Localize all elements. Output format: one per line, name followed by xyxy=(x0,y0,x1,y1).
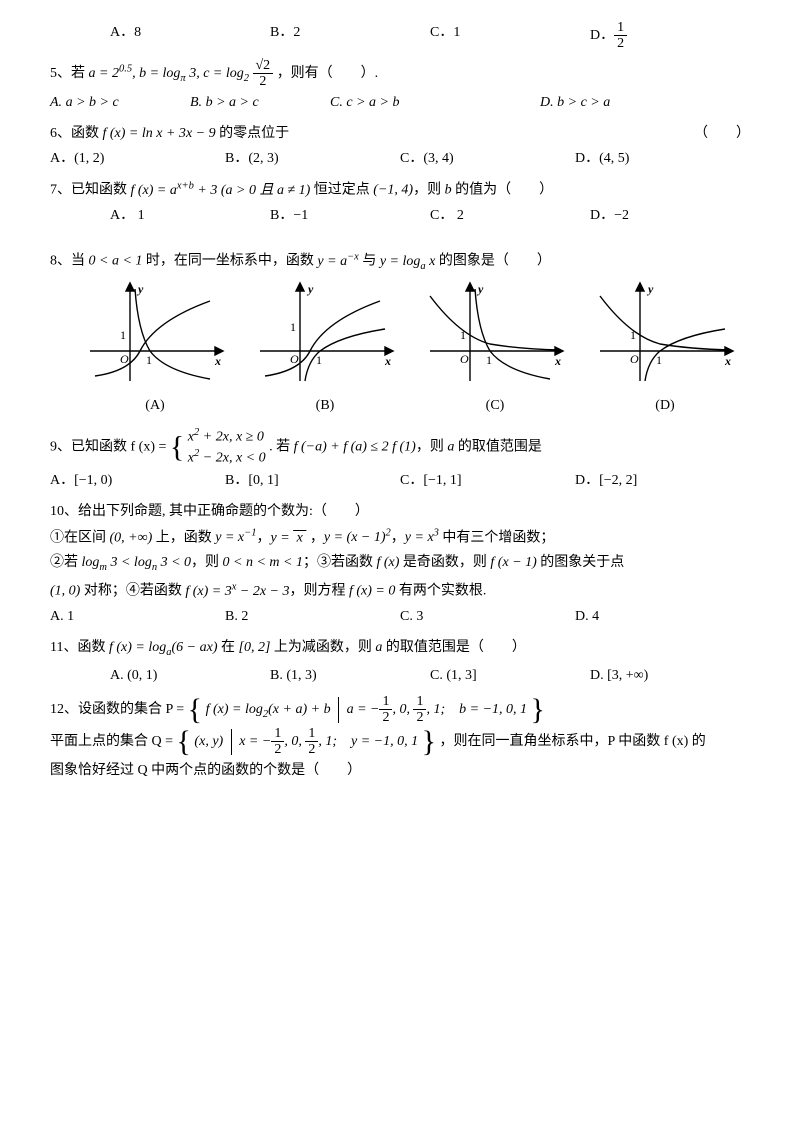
q10-options: A. 1 B. 2 C. 3 D. 4 xyxy=(50,604,750,629)
graph-b: 1 1 O x y xyxy=(250,281,400,391)
q9-a: A．[−1, 0) xyxy=(50,468,225,493)
q4-opt-a: A．8 xyxy=(110,20,270,52)
svg-text:x: x xyxy=(554,354,561,368)
q6-stem: 6、函数 f (x) = ln x + 3x − 9 的零点位于 xyxy=(50,121,694,146)
q5-pre: 5、若 xyxy=(50,66,89,81)
q9-d: D．[−2, 2] xyxy=(575,468,750,493)
q6-a: A．(1, 2) xyxy=(50,146,225,171)
graph-c: 1 1 O x y xyxy=(420,281,570,391)
q4-opt-b: B．2 xyxy=(270,20,430,52)
q11-c: C. (1, 3] xyxy=(430,663,590,688)
q5-post: ，则有（ ）. xyxy=(277,66,379,81)
q12-l2: 平面上点的集合 Q = { (x, y) x = −12, 0, 12, 1; … xyxy=(50,726,750,758)
svg-text:O: O xyxy=(630,352,639,366)
svg-text:x: x xyxy=(384,354,391,368)
q4-opt-d: D．12 xyxy=(590,20,750,52)
q8-labels: (A) (B) (C) (D) xyxy=(70,393,750,418)
q8: 8、当 0 < a < 1 时，在同一坐标系中，函数 y = a−x 与 y =… xyxy=(50,248,750,276)
q12: 12、设函数的集合 P = { f (x) = log2(x + a) + b … xyxy=(50,694,750,726)
q6: 6、函数 f (x) = ln x + 3x − 9 的零点位于 （ ） xyxy=(50,121,750,146)
label-d: (D) xyxy=(590,393,740,418)
svg-text:y: y xyxy=(476,282,484,296)
svg-text:1: 1 xyxy=(316,353,322,367)
graph-d: 1 1 O x y xyxy=(590,281,740,391)
q7: 7、已知函数 f (x) = ax+b + 3 (a > 0 且 a ≠ 1) … xyxy=(50,177,750,203)
svg-text:y: y xyxy=(306,282,314,296)
svg-text:1: 1 xyxy=(460,328,466,342)
q5-math: a = 20.5, b = logπ 3, c = log2 xyxy=(89,66,253,81)
q11-options: A. (0, 1) B. (1, 3) C. (1, 3] D. [3, +∞) xyxy=(110,663,750,688)
q9-post: . 若 f (−a) + f (a) ≤ 2 f (1)，则 a 的取值范围是 xyxy=(269,439,542,454)
q12-cond2: x = −12, 0, 12, 1; y = −1, 0, 1 xyxy=(239,734,418,749)
graph-a: 1 1 O x y xyxy=(80,281,230,391)
svg-text:y: y xyxy=(136,282,144,296)
q12-l2-post: ，则在同一直角坐标系中，P 中函数 f (x) 的 xyxy=(440,734,706,749)
q10-c: C. 3 xyxy=(400,604,575,629)
q8-graphs: 1 1 O x y 1 1 O x y 1 1 O x y xyxy=(70,281,750,391)
svg-text:1: 1 xyxy=(146,353,152,367)
q4-options: A．8 B．2 C．1 D．12 xyxy=(110,20,750,52)
q9-c: C．[−1, 1] xyxy=(400,468,575,493)
q11-d: D. [3, +∞) xyxy=(590,663,750,688)
svg-text:1: 1 xyxy=(120,328,126,342)
svg-text:x: x xyxy=(724,354,731,368)
q10: 10、给出下列命题, 其中正确命题的个数为:（ ） xyxy=(50,499,750,524)
svg-text:O: O xyxy=(460,352,469,366)
q10-b: B. 2 xyxy=(225,604,400,629)
svg-text:1: 1 xyxy=(486,353,492,367)
q9-pre: 9、已知函数 f (x) = xyxy=(50,439,170,454)
label-b: (B) xyxy=(250,393,400,418)
q6-b: B．(2, 3) xyxy=(225,146,400,171)
q5: 5、若 a = 20.5, b = logπ 3, c = log2 √22 ，… xyxy=(50,58,750,90)
q5-b: B. b > a > c xyxy=(190,90,330,115)
q10-l2: ②若 logm 3 < logn 3 < 0，则 0 < n < m < 1；③… xyxy=(50,550,750,578)
q11-a: A. (0, 1) xyxy=(110,663,270,688)
svg-text:y: y xyxy=(646,282,654,296)
q11: 11、函数 f (x) = loga(6 − ax) 在 [0, 2] 上为减函… xyxy=(50,635,750,663)
q11-b: B. (1, 3) xyxy=(270,663,430,688)
q9-piece: x2 + 2x, x ≥ 0 x2 − 2x, x < 0 xyxy=(188,426,266,469)
q6-options: A．(1, 2) B．(2, 3) C．(3, 4) D．(4, 5) xyxy=(50,146,750,171)
q5-a: A. a > b > c xyxy=(50,90,190,115)
q4-opt-c: C．1 xyxy=(430,20,590,52)
q12-set2: (x, y) xyxy=(194,734,223,749)
q10-l1: ①在区间 (0, +∞) 上，函数 y = x−1，y = x ，y = (x … xyxy=(50,525,750,551)
q7-options: A． 1 B．−1 C． 2 D．−2 xyxy=(110,203,750,228)
svg-text:x: x xyxy=(214,354,221,368)
divider-icon xyxy=(231,729,232,755)
q6-c: C．(3, 4) xyxy=(400,146,575,171)
q5-d: D. b > c > a xyxy=(540,90,715,115)
q5-frac-num: √2 xyxy=(253,58,274,74)
label-c: (C) xyxy=(420,393,570,418)
q6-paren: （ ） xyxy=(694,121,750,146)
q7-a: A． 1 xyxy=(110,203,270,228)
q9-options: A．[−1, 0) B．[0, 1] C．[−1, 1] D．[−2, 2] xyxy=(50,468,750,493)
q9: 9、已知函数 f (x) = { x2 + 2x, x ≥ 0 x2 − 2x,… xyxy=(50,426,750,469)
svg-text:O: O xyxy=(290,352,299,366)
q9-b: B．[0, 1] xyxy=(225,468,400,493)
svg-text:1: 1 xyxy=(630,328,636,342)
q12-pre: 12、设函数的集合 P = xyxy=(50,702,188,717)
label-a: (A) xyxy=(80,393,230,418)
q12-l2-pre: 平面上点的集合 Q = xyxy=(50,734,177,749)
q7-b: B．−1 xyxy=(270,203,430,228)
q5-c: C. c > a > b xyxy=(330,90,540,115)
q5-options: A. a > b > c B. b > a > c C. c > a > b D… xyxy=(50,90,750,115)
q12-cond1: a = −12, 0, 12, 1; b = −1, 0, 1 xyxy=(347,702,527,717)
q10-d: D. 4 xyxy=(575,604,750,629)
svg-text:O: O xyxy=(120,352,129,366)
q10-a: A. 1 xyxy=(50,604,225,629)
q7-c: C． 2 xyxy=(430,203,590,228)
q12-set1: f (x) = log2(x + a) + b xyxy=(206,702,331,717)
svg-text:1: 1 xyxy=(290,320,296,334)
q10-l3: (1, 0) 对称；④若函数 f (x) = 3x − 2x − 3，则方程 f… xyxy=(50,578,750,604)
q6-d: D．(4, 5) xyxy=(575,146,750,171)
q5-frac-den: 2 xyxy=(253,74,274,89)
svg-text:1: 1 xyxy=(656,353,662,367)
divider-icon xyxy=(338,697,339,723)
q12-l3: 图象恰好经过 Q 中两个点的函数的个数是（ ） xyxy=(50,758,750,783)
q7-d: D．−2 xyxy=(590,203,750,228)
